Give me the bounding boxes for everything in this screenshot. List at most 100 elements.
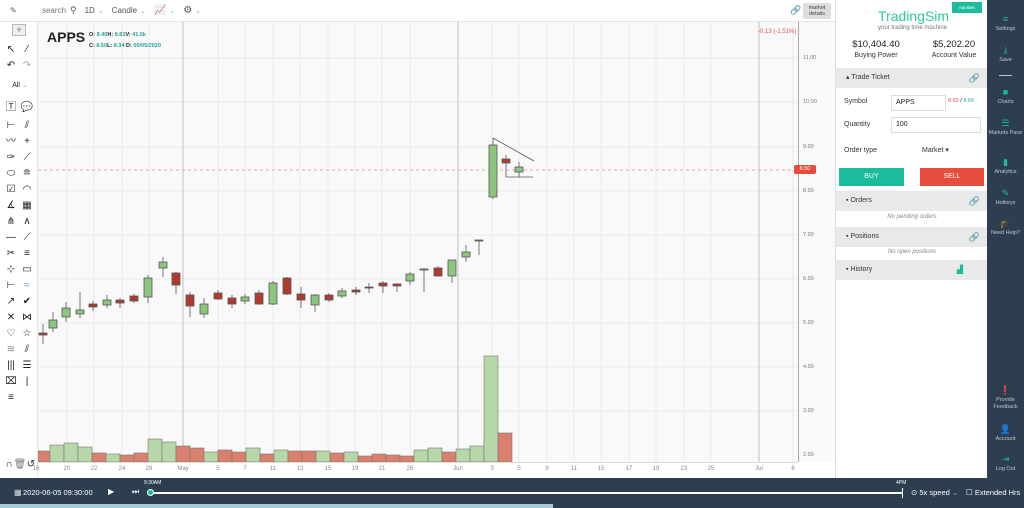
price-change: -0.13 (-1.51%) [758, 29, 797, 35]
fan-icon[interactable]: ∡ [6, 200, 16, 211]
range-icon[interactable]: ⊢ [6, 280, 16, 291]
cross-line-icon[interactable]: + [24, 136, 30, 147]
rectangle-icon[interactable]: ▭ [22, 264, 32, 275]
orders-header[interactable]: ▪ Orders 🔗 [836, 191, 988, 211]
nav-markets-pane[interactable]: ☰ Markets Pane [987, 118, 1024, 137]
chart-settings-button[interactable]: ⚙ ⌄ [183, 5, 201, 16]
volume-label: V: [125, 32, 131, 38]
parallel-lines-icon[interactable]: ⫽ [24, 120, 30, 131]
horizontal-range-icon[interactable]: ⊢ [6, 120, 16, 131]
grid-icon[interactable]: ▦ [22, 200, 32, 211]
price-chart[interactable]: APPS O: 8.40H: 8.83V: 41.5k C: 8.50L: 8.… [38, 22, 798, 462]
time-axis[interactable]: 16 20 22 24 28 May 5 7 11 13 15 19 21 26… [33, 462, 798, 478]
check-icon[interactable]: ✔ [22, 296, 32, 307]
heart-icon[interactable]: ♡ [6, 328, 16, 339]
buy-button[interactable]: BUY [839, 168, 904, 186]
history-header[interactable]: ▪ History ▟ [836, 260, 988, 280]
nav-charts[interactable]: ■ Charts [987, 87, 1024, 106]
quantity-input[interactable]: 100 [891, 117, 981, 133]
price-axis[interactable]: 11.00 10.00 9.00 8.00 7.00 6.00 5.00 4.0… [798, 22, 835, 462]
link-icon[interactable]: 🔗 [968, 232, 980, 242]
brush-icon[interactable]: ✑ [6, 152, 16, 163]
time-slider-handle[interactable] [147, 489, 154, 496]
equities-badge[interactable]: equities [952, 2, 982, 13]
bars-pattern-icon[interactable]: ||| [7, 360, 15, 371]
calendar-icon[interactable]: ▦ [14, 488, 22, 497]
horizontal-line-icon[interactable]: — [6, 232, 16, 243]
nav-save[interactable]: ⤓ Save [987, 45, 1024, 64]
trade-panel: TradingSim equities your trading time ma… [835, 0, 988, 478]
fan-lines-icon[interactable]: ⫽ [24, 344, 30, 355]
undo-icon[interactable]: ↶ [6, 60, 16, 71]
nav-account[interactable]: 👤 Account [987, 424, 1024, 443]
nav-logout[interactable]: ⇥ Log Out [987, 454, 1024, 473]
fib-icon[interactable]: ≘ [22, 168, 32, 179]
nav-hotkeys[interactable]: ✎ Hotkeys [987, 188, 1024, 207]
nav-analytics[interactable]: ▮ Analytics [987, 157, 1024, 176]
nav-settings[interactable]: ≡ Settings [987, 14, 1024, 33]
magnet-icon[interactable]: ∩ [5, 459, 13, 470]
x-icon[interactable]: ✕ [6, 312, 16, 323]
menu-icon[interactable]: ≡ [8, 392, 14, 403]
checklist-icon[interactable]: ☑ [6, 184, 16, 195]
text-tool-icon[interactable]: 🅃 [6, 102, 16, 113]
star-icon[interactable]: ☆ [22, 328, 32, 339]
arc-icon[interactable]: ◠ [22, 184, 32, 195]
time-slider-track[interactable] [151, 492, 902, 494]
positions-header[interactable]: ▪ Positions 🔗 [836, 227, 988, 247]
nav-feedback[interactable]: ❗ Provide Feedback [987, 385, 1024, 411]
step-icon[interactable]: ⏭ [132, 487, 140, 496]
trendline-icon[interactable]: ⟋ [23, 152, 31, 163]
speed-select[interactable]: ⊙ 5x speed ⌄ [911, 488, 959, 497]
tool-filter-select[interactable]: All ⌄ [12, 82, 28, 89]
measure-icon[interactable]: ⊹ [6, 264, 16, 275]
trade-ticket-header[interactable]: ▴ Trade Ticket 🔗 [836, 68, 988, 88]
chart-toolbar: ✎ search ⚲ 1D ⌄ Candle ⌄ 📈 ⌄ ⚙ ⌄ 🔗 market de… [0, 0, 835, 22]
interval-select[interactable]: 1D ⌄ [85, 6, 104, 15]
crosshair-icon[interactable]: + [12, 24, 26, 36]
symbol-input[interactable]: APPS [891, 95, 946, 111]
angle-icon[interactable]: ∧ [23, 216, 31, 227]
bowtie-icon[interactable]: ⋈ [22, 312, 32, 323]
ellipse-icon[interactable]: ⬭ [6, 168, 16, 179]
playback-datetime[interactable]: 2020-06-05 09:30:00 [23, 488, 93, 497]
nav-divider [999, 75, 1012, 76]
link-icon[interactable]: 🔗 [968, 73, 980, 83]
chart-type-select[interactable]: Candle ⌄ [112, 6, 146, 15]
annotation-icon[interactable]: ≈ [24, 280, 30, 291]
pencil-icon[interactable]: ✎ [10, 6, 17, 15]
search-icon[interactable]: ⚲ [70, 5, 77, 15]
vertical-line-icon[interactable]: | [25, 376, 29, 387]
arrow-line-icon[interactable]: ↗ [6, 296, 16, 307]
reset-icon[interactable]: ↺ [26, 459, 36, 470]
quantity-label: Quantity [844, 121, 871, 128]
order-type-select[interactable]: Market ▾ [922, 147, 949, 154]
ruler-icon[interactable]: ⁄ [26, 44, 28, 55]
market-details-button[interactable]: market details [803, 3, 831, 19]
link-icon[interactable]: 🔗 [790, 5, 802, 15]
table-icon[interactable]: ☰ [22, 360, 32, 371]
trash-icon[interactable]: 🗑 [13, 459, 27, 470]
cursor-icon[interactable]: ↖ [6, 44, 16, 55]
edit-box-icon[interactable]: ⌧ [5, 376, 17, 387]
search-input[interactable]: search [42, 6, 67, 15]
wave-icon[interactable]: 〰 [6, 136, 16, 147]
eraser-icon[interactable]: ≋ [6, 344, 16, 355]
link-icon[interactable]: 🔗 [968, 196, 980, 206]
pitchfork-icon[interactable]: ⋔ [6, 216, 16, 227]
ray-icon[interactable]: ⟋ [23, 232, 31, 243]
lines-icon[interactable]: ≡ [24, 248, 30, 259]
nav-need-help[interactable]: 🎓 Need Help? [987, 218, 1024, 237]
order-type-value: Market [922, 147, 944, 154]
scissors-icon[interactable]: ✂ [6, 248, 16, 259]
play-icon[interactable]: ▶ [108, 487, 115, 496]
sell-button[interactable]: SELL [920, 168, 984, 186]
indicators-button[interactable]: 📈 ⌄ [154, 5, 175, 16]
redo-icon[interactable]: ↷ [22, 60, 32, 71]
bar-chart-icon[interactable]: ▟ [956, 265, 963, 274]
y-tick: 2.00 [803, 452, 814, 458]
callout-icon[interactable]: 💬 [20, 102, 34, 113]
nav-label: Need Help? [990, 230, 1021, 236]
extended-hours-checkbox[interactable]: ☐ Extended Hrs [966, 488, 1021, 497]
analytics-icon: ▮ [1003, 157, 1008, 167]
